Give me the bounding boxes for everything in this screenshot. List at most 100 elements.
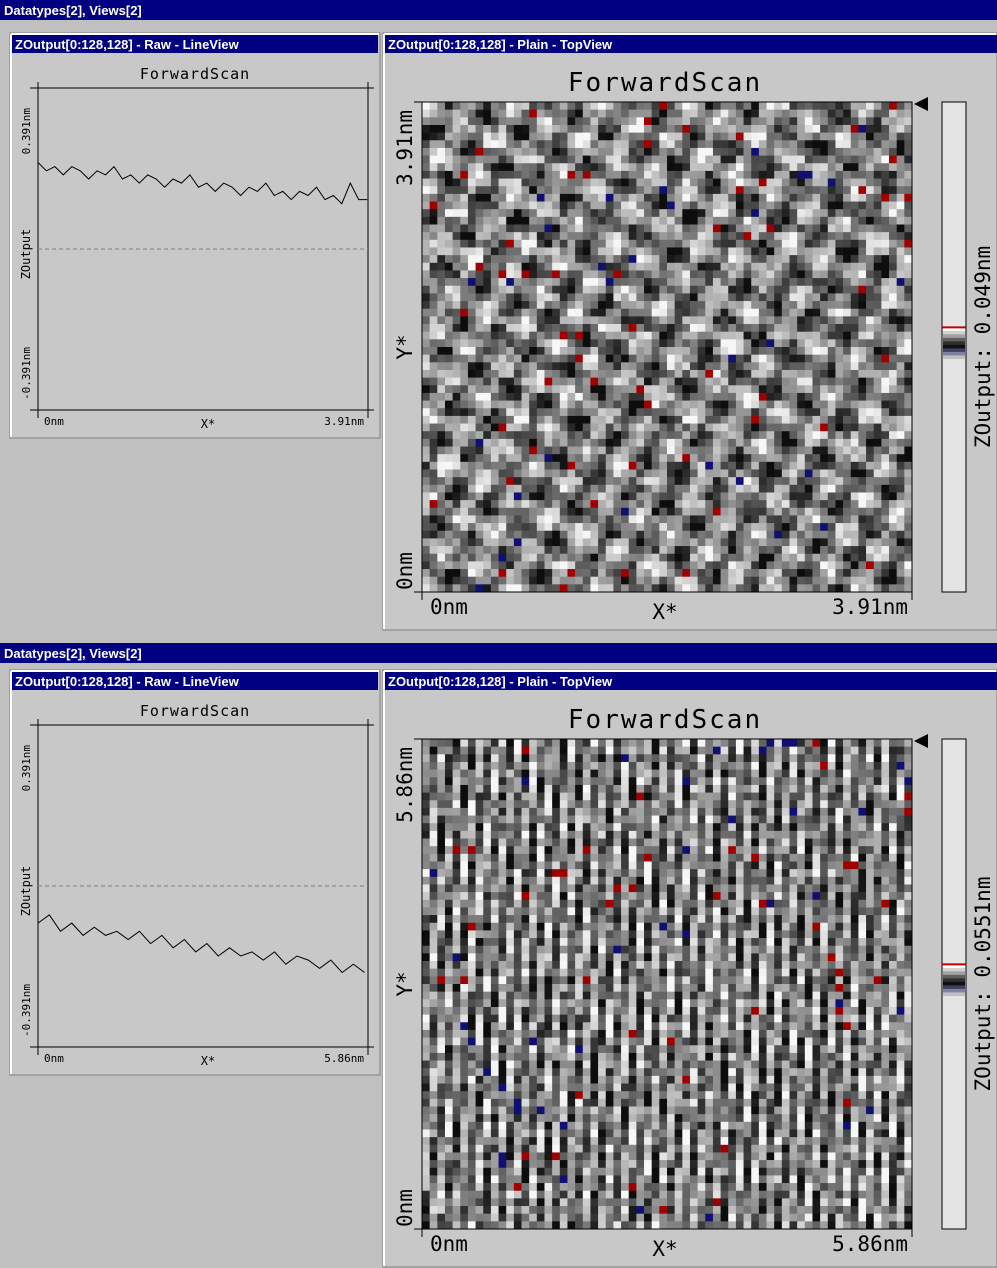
scan-pixel [843,309,851,317]
scan-pixel [537,577,545,585]
scan-pixel [805,202,813,210]
scan-pixel [675,278,683,286]
scan-pixel [621,186,629,194]
scan-pixel [499,133,507,141]
scan-pixel [422,531,430,539]
scan-pixel [430,561,438,569]
scan-pixel [866,447,874,455]
scan-pixel [537,362,545,370]
scan-pixel [858,186,866,194]
scan-pixel [445,584,453,592]
scan-pixel [759,355,767,363]
scan-pixel [460,209,468,217]
scan-pixel [782,439,790,447]
scan-pixel [552,355,560,363]
scan-pixel [744,561,752,569]
scan-pixel [437,831,445,839]
scan-pixel [491,470,499,478]
scan-pixel [812,401,820,409]
scan-pixel [659,179,667,187]
scan-pixel [881,278,889,286]
scan-pixel [491,431,499,439]
scan-pixel [453,347,461,355]
scan-pixel [491,739,499,747]
scan-pixel [797,424,805,432]
scan-pixel [499,286,507,294]
scan-pixel [483,140,491,148]
scan-pixel [483,508,491,516]
scan-pixel [682,538,690,546]
scan-pixel [575,324,583,332]
scan-pixel [445,770,453,778]
scan-pixel [445,102,453,110]
scan-pixel [430,485,438,493]
scan-pixel [659,424,667,432]
scan-pixel [690,546,698,554]
scan-pixel [453,584,461,592]
scan-pixel [744,808,752,816]
scan-pixel [782,454,790,462]
scan-pixel [506,508,514,516]
scan-pixel [858,247,866,255]
scan-pixel [606,232,614,240]
scan-pixel [713,140,721,148]
scan-pixel [904,194,912,202]
scan-pixel [652,477,660,485]
scan-pixel [460,102,468,110]
scan-pixel [514,263,522,271]
scan-pixel [621,263,629,271]
scan-pixel [767,378,775,386]
scan-pixel [698,747,706,755]
scan-pixel [567,378,575,386]
scan-pixel [797,793,805,801]
scan-pixel [636,156,644,164]
scan-pixel [606,217,614,225]
scan-pixel [598,393,606,401]
scan-pixel [759,110,767,118]
scan-pixel [476,339,484,347]
scan-pixel [499,316,507,324]
scan-pixel [545,117,553,125]
scan-pixel [529,454,537,462]
scan-pixel [652,515,660,523]
scan-pixel [560,462,568,470]
scan-pixel [820,370,828,378]
scan-pixel [613,462,621,470]
scan-pixel [437,247,445,255]
scan-pixel [476,485,484,493]
scan-pixel [889,171,897,179]
scan-pixel [460,194,468,202]
scan-pixel [835,209,843,217]
scan-pixel [790,110,798,118]
scan-pixel [545,477,553,485]
scan-pixel [767,217,775,225]
scan-pixel [690,347,698,355]
scan-pixel [728,485,736,493]
scan-pixel [644,286,652,294]
scan-pixel [835,523,843,531]
scan-pixel [560,255,568,263]
scan-pixel [636,408,644,416]
scan-pixel [874,508,882,516]
scan-pixel [437,770,445,778]
scan-pixel [881,439,889,447]
scan-pixel [629,217,637,225]
scan-pixel [545,217,553,225]
scan-pixel [889,316,897,324]
scan-pixel [583,515,591,523]
scan-pixel [506,477,514,485]
scan-pixel [790,762,798,770]
scan-pixel [897,270,905,278]
scan-pixel [652,148,660,156]
scan-pixel [652,339,660,347]
scan-pixel [774,225,782,233]
scan-pixel [575,770,583,778]
scan-pixel [636,186,644,194]
scan-pixel [652,202,660,210]
scan-pixel [682,508,690,516]
scan-pixel [514,110,522,118]
scan-pixel [613,785,621,793]
scan-pixel [460,225,468,233]
scan-pixel [866,232,874,240]
scan-pixel [483,569,491,577]
